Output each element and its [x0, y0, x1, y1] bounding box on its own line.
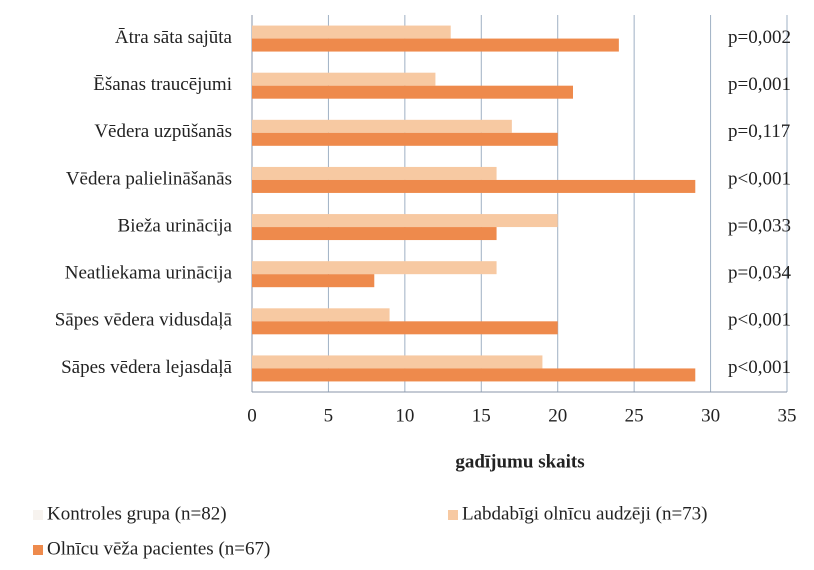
bar — [252, 368, 696, 382]
bar — [252, 321, 558, 335]
x-tick-label: 0 — [247, 405, 257, 426]
bar — [252, 166, 497, 180]
bar — [252, 72, 436, 86]
legend-swatch — [33, 510, 43, 520]
bar — [252, 25, 451, 39]
p-value: p=0,002 — [728, 27, 791, 48]
bar — [252, 119, 512, 133]
legend-label: Labdabīgi olnīcu audzēji (n=73) — [462, 503, 708, 524]
p-value: p<0,001 — [728, 357, 791, 378]
y-tick-label: Sāpes vēdera vidusdaļā — [55, 310, 233, 331]
bar — [252, 85, 573, 99]
x-axis-label: gadījumu skaits — [455, 451, 584, 472]
bar — [252, 38, 619, 52]
bar — [252, 261, 497, 275]
p-value: p<0,001 — [728, 168, 791, 189]
x-tick-label: 5 — [324, 405, 334, 426]
bar — [252, 179, 696, 193]
y-tick-label: Sāpes vēdera lejasdaļā — [61, 357, 232, 378]
bar — [252, 132, 558, 146]
legend-label: Olnīcu vēža pacientes (n=67) — [47, 538, 270, 559]
x-tick-label: 10 — [395, 405, 414, 426]
bar — [252, 274, 375, 288]
y-tick-label: Bieža urinācija — [118, 215, 233, 236]
x-tick-label: 35 — [778, 405, 797, 426]
x-tick-label: 20 — [548, 405, 567, 426]
legend-label: Kontroles grupa (n=82) — [47, 503, 227, 524]
bar — [252, 308, 390, 322]
bar — [252, 214, 558, 228]
legend-swatch — [33, 545, 43, 555]
bar — [252, 355, 543, 369]
legend-swatch — [448, 510, 458, 520]
x-tick-label: 25 — [625, 405, 644, 426]
x-tick-label: 30 — [701, 405, 720, 426]
y-tick-label: Vēdera uzpūšanās — [94, 121, 232, 142]
y-tick-label: Vēdera palielināšanās — [66, 168, 232, 189]
y-tick-label: Neatliekama urinācija — [65, 263, 233, 284]
p-value: p<0,001 — [728, 310, 791, 331]
p-value: p=0,001 — [728, 74, 791, 95]
x-tick-label: 15 — [472, 405, 491, 426]
bar — [252, 227, 497, 241]
p-value: p=0,117 — [728, 121, 790, 142]
p-value: p=0,033 — [728, 215, 791, 236]
y-tick-label: Ātra sāta sajūta — [115, 27, 233, 48]
p-value: p=0,034 — [728, 263, 791, 284]
y-tick-label: Ēšanas traucējumi — [93, 74, 232, 95]
